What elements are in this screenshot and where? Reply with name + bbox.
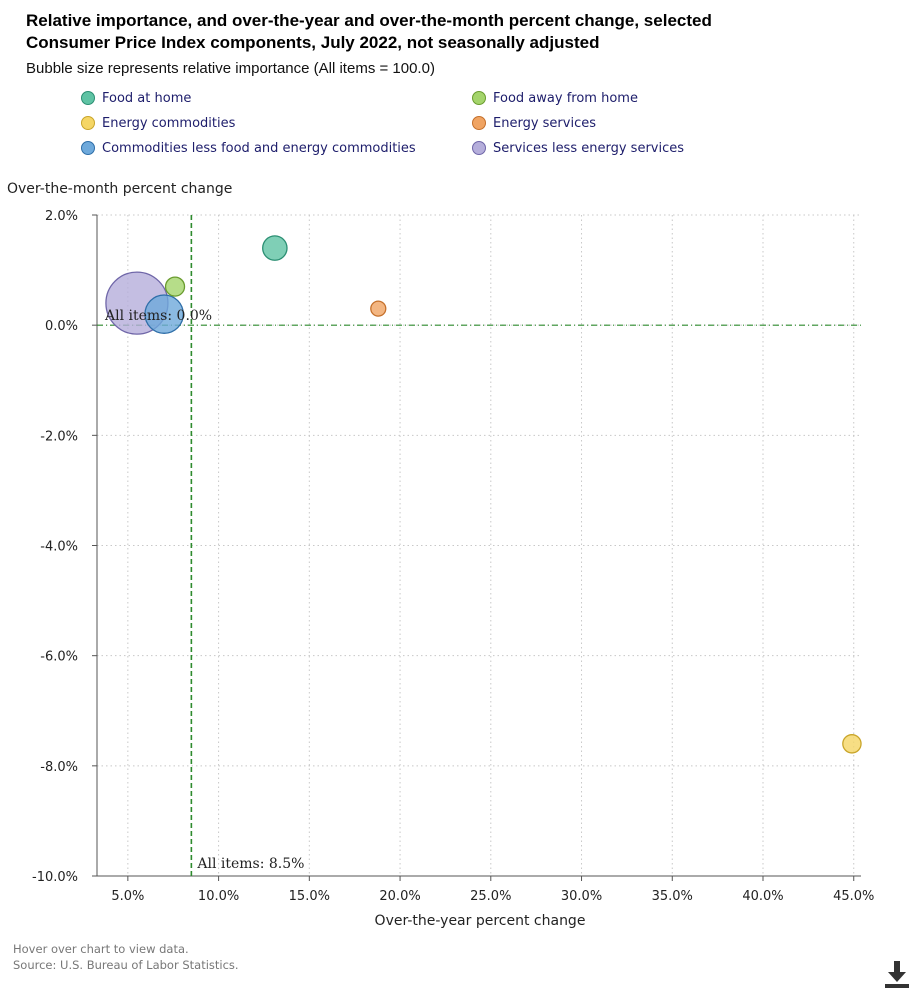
bubble-food-away-from-home[interactable] [164,276,186,297]
bubble-chart[interactable]: 2.0% 0.0% -2.0% -4.0% -6.0% -8.0% -10.0% 5.0% 10… [0,0,914,940]
chart-subtitle: Bubble size represents relative importan… [26,60,435,77]
source-note: Source: U.S. Bureau of Labor Statistics. [13,958,239,972]
x-tick-label: 25.0% [470,889,511,904]
legend-item-food-at-home[interactable]: Food at home [81,88,191,108]
legend-swatch-energy-services [472,116,486,130]
x-tick-label: 30.0% [561,889,602,904]
legend-swatch-food-at-home [81,91,95,105]
x-tick-label: 40.0% [742,889,783,904]
chart-title-line-2: Consumer Price Index components, July 20… [26,33,600,52]
bubble-energy-services[interactable] [370,300,387,317]
legend-label: Services less energy services [493,140,685,156]
chart-title: Relative importance, and over-the-year a… [26,10,886,54]
legend-item-services-less-energy[interactable]: Services less energy services [472,138,684,158]
y-tick-label: -6.0% [40,650,78,665]
y-tick-label: -4.0% [40,540,78,555]
download-icon[interactable] [883,959,911,989]
footer: Hover over chart to view data. Source: U… [13,941,239,973]
legend-swatch-services-less-energy [472,141,486,155]
y-tick-label: 2.0% [45,209,78,224]
bubble-energy-commodities[interactable] [842,734,862,754]
legend-item-food-away-from-home[interactable]: Food away from home [472,88,638,108]
bubble-food-at-home[interactable] [262,235,288,261]
x-tick-label: 5.0% [111,889,144,904]
legend-label: Commodities less food and energy commodi… [102,140,416,156]
x-axis-title: Over-the-year percent change [374,913,586,929]
legend-swatch-commodities-less-food-energy [81,141,95,155]
hover-note: Hover over chart to view data. [13,942,189,956]
legend-label: Food away from home [493,90,638,106]
legend-item-energy-commodities[interactable]: Energy commodities [81,113,235,133]
y-axis-title: Over-the-month percent change [7,181,233,197]
x-tick-label: 10.0% [198,889,239,904]
all-items-x-reference-label: All items: 8.5% [196,856,304,872]
legend-label: Energy commodities [102,115,236,131]
y-tick-label: -10.0% [32,870,78,885]
legend-label: Energy services [493,115,596,131]
bubble-commodities-less-food-and-energy-commodities[interactable] [144,294,184,334]
legend-label: Food at home [102,90,192,106]
legend-item-energy-services[interactable]: Energy services [472,113,596,133]
chart-title-line-1: Relative importance, and over-the-year a… [26,11,712,30]
x-tick-label: 35.0% [652,889,693,904]
legend-item-commodities-less-food-energy[interactable]: Commodities less food and energy commodi… [81,138,416,158]
x-tick-label: 45.0% [833,889,874,904]
y-tick-label: -2.0% [40,429,78,444]
x-tick-label: 20.0% [379,889,420,904]
y-tick-label: 0.0% [45,319,78,334]
legend-swatch-energy-commodities [81,116,95,130]
legend-swatch-food-away-from-home [472,91,486,105]
all-items-y-reference-label: All items: 0.0% [104,308,212,324]
y-tick-label: -8.0% [40,760,78,775]
x-tick-label: 15.0% [289,889,330,904]
